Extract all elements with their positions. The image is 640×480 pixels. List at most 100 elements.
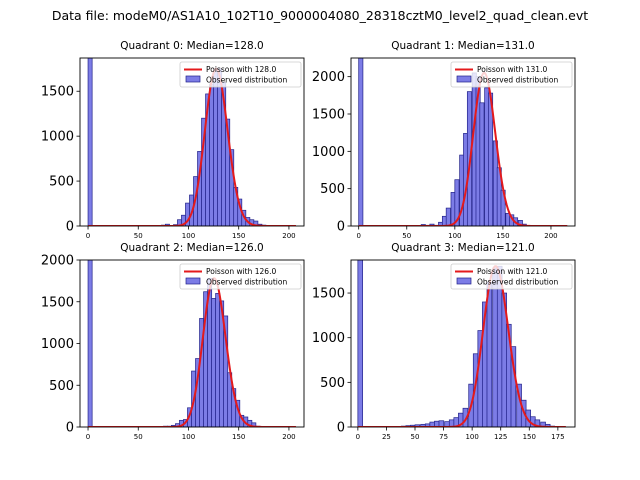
quadrant-2-legend: Poisson with 126.0 Observed distribution: [179, 263, 302, 290]
quadrant-1-panel: Quadrant 1: Median=131.00500100015002000…: [312, 40, 576, 240]
histogram-bar: [209, 83, 215, 226]
legend-poisson-label: Poisson with 131.0: [477, 65, 547, 74]
y-tick-label: 0: [66, 421, 74, 436]
x-tick-label: 100: [448, 232, 461, 240]
histogram-bar: [492, 267, 498, 427]
y-tick-label: 500: [320, 182, 345, 197]
quadrant-1-legend: Poisson with 131.0 Observed distribution: [450, 61, 573, 88]
x-tick-label: 75: [439, 433, 448, 441]
x-tick-label: 150: [523, 433, 536, 441]
legend-observed-label: Observed distribution: [206, 278, 287, 287]
y-tick-label: 1000: [41, 130, 74, 145]
x-tick-label: 125: [494, 433, 507, 441]
histogram-bar: [223, 315, 229, 427]
legend-frame: [450, 263, 573, 290]
y-tick-label: 1000: [41, 337, 74, 352]
y-tick-label: 500: [49, 175, 74, 190]
legend-observed-swatch: [185, 277, 201, 285]
histogram-bar: [496, 265, 503, 427]
y-tick-label: 1500: [312, 108, 345, 123]
quadrant-2-panel: Quadrant 2: Median=126.00500100015002000…: [41, 242, 305, 441]
quadrant-3-legend: Poisson with 121.0 Observed distribution: [450, 263, 573, 290]
x-tick-label: 150: [232, 232, 245, 240]
y-tick-label: 1500: [312, 287, 345, 302]
x-tick-label: 100: [182, 232, 195, 240]
legend-poisson-label: Poisson with 121.0: [477, 267, 547, 276]
legend-poisson-label: Poisson with 126.0: [206, 267, 276, 276]
x-tick-label: 50: [134, 232, 143, 240]
poisson-curve: [358, 71, 568, 226]
quadrant-1-title: Quadrant 1: Median=131.0: [391, 40, 534, 52]
histogram-bar: [87, 58, 93, 226]
poisson-curve: [88, 277, 296, 427]
x-tick-label: 0: [86, 232, 90, 240]
y-tick-label: 500: [49, 379, 74, 394]
legend-observed-swatch: [185, 75, 201, 83]
quadrant-3-axes: [350, 259, 576, 428]
x-tick-label: 100: [465, 433, 478, 441]
quadrant-3-panel: Quadrant 3: Median=121.0 0 500 1000 1500 0 25 5…: [312, 242, 576, 441]
y-tick-label: 0: [66, 220, 74, 235]
x-tick-label: 50: [411, 433, 420, 441]
y-tick-label: 0: [337, 220, 345, 235]
y-tick-label: 1500: [41, 295, 74, 310]
x-tick-label: 200: [282, 232, 295, 240]
histogram-bar: [217, 68, 223, 226]
quadrant-0-axes: [79, 57, 305, 227]
y-tick-label: 1500: [41, 85, 74, 100]
quadrant-0-panel: Quadrant 0: Median=128.0 0 500 1000 1500 0 50 1…: [41, 40, 305, 240]
histogram-bar: [358, 58, 364, 226]
quadrant-0-title: Quadrant 0: Median=128.0: [120, 40, 263, 52]
histogram-bar: [534, 419, 541, 427]
quadrant-0-legend: Poisson with 128.0 Observed distribution: [179, 61, 302, 88]
x-tick-label: 100: [182, 433, 195, 441]
quadrant-2-bars: [87, 260, 261, 427]
legend-observed-label: Observed distribution: [206, 76, 287, 85]
x-tick-label: 150: [496, 232, 509, 240]
histogram-bar: [215, 293, 221, 427]
legend-observed-label: Observed distribution: [477, 76, 558, 85]
x-tick-label: 50: [134, 433, 143, 441]
x-tick-label: 0: [356, 433, 360, 441]
histogram-bar: [357, 260, 364, 427]
legend-frame: [179, 61, 302, 88]
y-tick-label: 1000: [312, 145, 345, 160]
legend-observed-label: Observed distribution: [477, 278, 558, 287]
legend-frame: [179, 263, 302, 290]
x-tick-label: 25: [382, 433, 391, 441]
quadrant-3-title: Quadrant 3: Median=121.0: [391, 242, 534, 254]
quadrant-2-title: Quadrant 2: Median=126.0: [120, 242, 263, 254]
histogram-bar: [445, 207, 451, 226]
histogram-bar: [479, 102, 485, 226]
poisson-curve: [357, 265, 566, 427]
x-tick-label: 50: [402, 232, 411, 240]
histogram-bar: [462, 407, 469, 427]
histogram-bar: [454, 179, 460, 226]
legend-poisson-label: Poisson with 128.0: [206, 65, 276, 74]
legend-observed-swatch: [456, 75, 472, 83]
histogram-bar: [544, 423, 551, 427]
x-tick-label: 0: [86, 433, 90, 441]
x-tick-label: 200: [544, 232, 557, 240]
histogram-bar: [211, 298, 217, 427]
figure-title: Data file: modeM0/AS1A10_102T10_90000040…: [52, 8, 588, 23]
y-tick-label: 1000: [312, 331, 345, 346]
histogram-bar: [213, 68, 219, 226]
quadrant-1-axes: [350, 57, 576, 227]
histogram-bar: [486, 281, 493, 427]
histogram-bar: [87, 260, 93, 427]
histogram-bar: [251, 422, 257, 427]
legend-frame: [450, 61, 573, 88]
x-tick-label: 150: [232, 433, 245, 441]
histogram-bar: [510, 346, 517, 427]
y-tick-label: 500: [320, 376, 345, 391]
x-tick-label: 200: [282, 433, 295, 441]
y-tick-label: 0: [337, 421, 345, 436]
y-tick-label: 2000: [312, 70, 345, 85]
x-tick-label: 175: [551, 433, 564, 441]
y-tick-label: 2000: [41, 254, 74, 269]
legend-observed-swatch: [456, 277, 472, 285]
x-tick-label: 0: [356, 232, 360, 240]
